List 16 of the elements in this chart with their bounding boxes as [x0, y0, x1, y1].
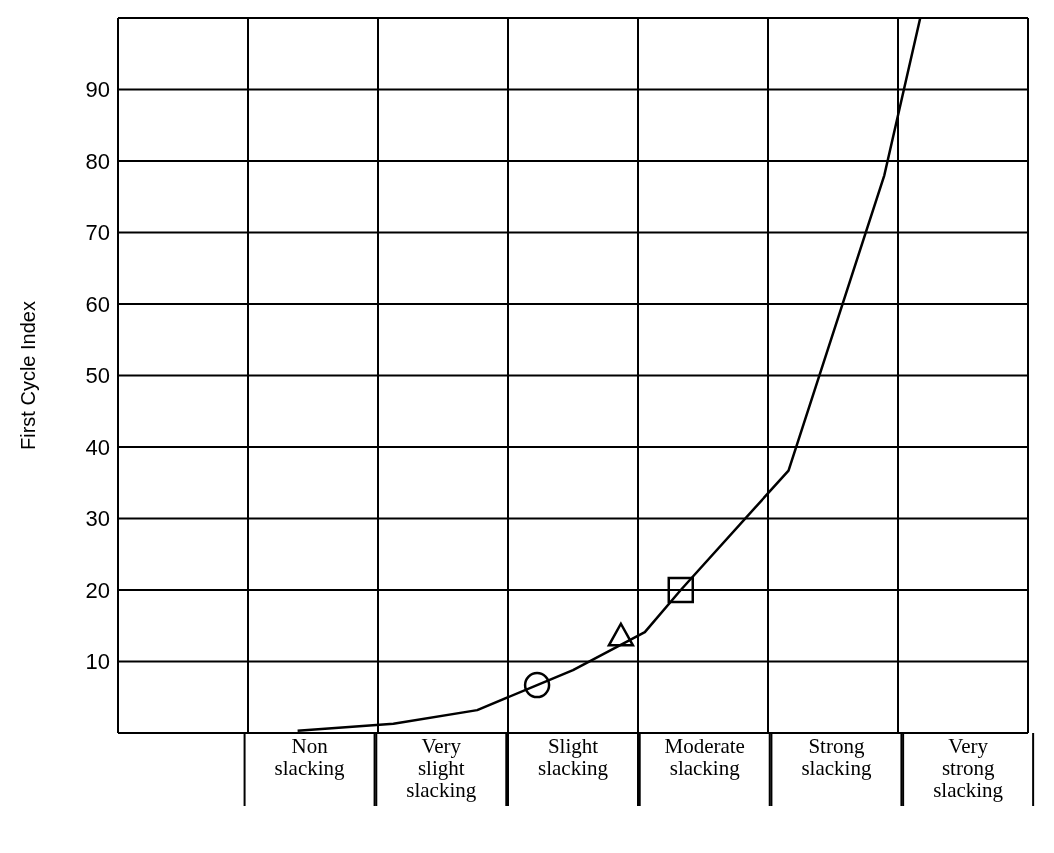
x-tick-label: Slight slacking — [538, 734, 609, 780]
y-tick-label: 50 — [85, 363, 110, 389]
y-tick-label: 70 — [85, 220, 110, 246]
y-axis-title: First Cycle Index — [17, 301, 40, 450]
y-tick-label: 10 — [85, 649, 110, 675]
x-tick-label: Very slight slacking — [406, 734, 477, 802]
y-tick-label: 80 — [85, 148, 110, 174]
y-tick-label: 20 — [85, 577, 110, 603]
x-tick-label: Non slacking — [274, 734, 346, 780]
y-tick-label: 30 — [85, 506, 110, 532]
y-tick-label: 90 — [85, 77, 110, 103]
x-tick-label: Strong slacking — [801, 734, 872, 780]
x-tick-label: Moderate slacking — [664, 734, 745, 780]
y-tick-label: 60 — [85, 291, 110, 317]
y-tick-label: 40 — [85, 434, 110, 460]
x-tick-label: Very strong slacking — [933, 734, 1004, 802]
